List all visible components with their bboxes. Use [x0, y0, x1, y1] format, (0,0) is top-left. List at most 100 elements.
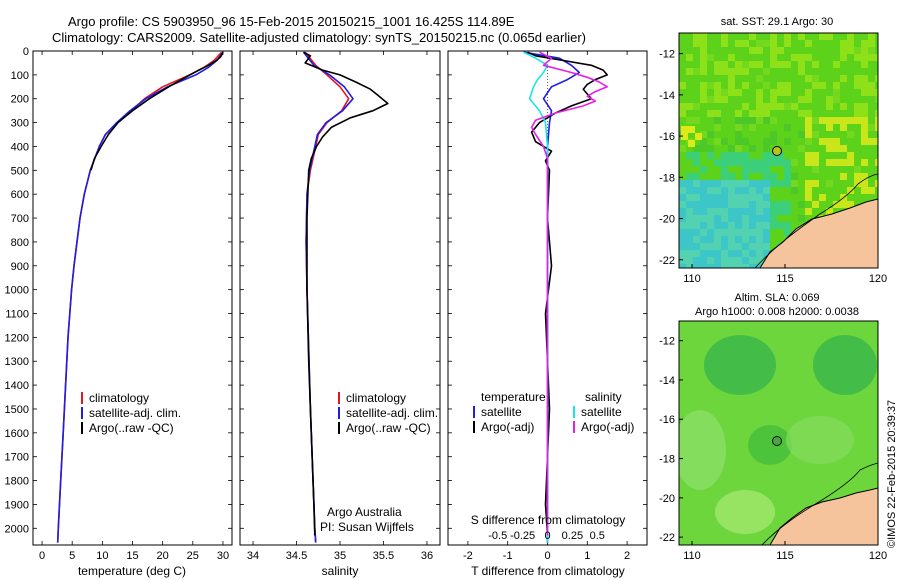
legend-label: climatology: [346, 391, 406, 405]
sst-cell: [686, 68, 693, 75]
difference-panel: -2 -1 0 1 2 S difference from climatology -0…: [447, 50, 648, 578]
sst-cell: [770, 117, 777, 124]
sst-cell: [749, 61, 756, 68]
credit-text: ©IMOS 22-Feb-2015 20:39:37: [886, 400, 898, 548]
map-y-tick-label: -22: [659, 532, 675, 544]
sst-cell: [679, 236, 686, 243]
sst-cell: [847, 201, 854, 208]
sst-cell: [686, 187, 693, 194]
sst-cell: [763, 208, 770, 215]
sst-cell: [728, 215, 735, 222]
sst-cell: [700, 96, 707, 103]
sst-cell: [868, 54, 875, 61]
sst-cell: [693, 173, 700, 180]
sst-map-frame: [678, 32, 879, 269]
series-line-argo-raw-qc-: [90, 51, 224, 171]
sst-cell: [721, 250, 728, 257]
sst-cell: [777, 159, 784, 166]
sst-cell: [707, 145, 714, 152]
sst-cell: [819, 82, 826, 89]
sst-cell: [791, 159, 798, 166]
depth-tick-label: 100: [11, 70, 29, 82]
sst-cell: [735, 187, 742, 194]
series-line-s-satellite: [523, 51, 549, 543]
sst-cell: [875, 124, 878, 131]
sst-cell: [791, 103, 798, 110]
sst-cell: [742, 194, 749, 201]
sst-cell: [756, 89, 763, 96]
sst-cell: [686, 257, 693, 264]
sst-cell: [707, 229, 714, 236]
sst-cell: [688, 140, 695, 147]
x-tick-label: 15: [126, 550, 138, 562]
sla-eddy-1: [704, 335, 776, 395]
sst-cell: [763, 229, 770, 236]
sst-cell: [784, 61, 791, 68]
figure-title-line2: Climatology: CARS2009. Satellite-adjuste…: [52, 30, 586, 45]
sst-cell: [847, 33, 854, 40]
sst-cell: [756, 257, 763, 264]
depth-tick-label: 1500: [5, 404, 29, 416]
sst-cell: [763, 138, 770, 145]
map-y-tick-label: -12: [659, 336, 675, 348]
sst-cell: [693, 145, 700, 152]
sst-cell: [679, 250, 686, 257]
sst-cell: [826, 180, 833, 187]
legend-label: climatology: [89, 391, 149, 405]
sst-cell: [777, 61, 784, 68]
sst-cell: [742, 250, 749, 257]
series-line-t-argo-adj-: [527, 51, 609, 536]
sst-cell: [763, 82, 770, 89]
depth-tick-label: 800: [11, 237, 29, 249]
sst-cell: [833, 138, 840, 145]
sst-cell: [812, 166, 819, 173]
sst-cell: [735, 229, 742, 236]
sst-cell: [728, 82, 735, 89]
x-tick-label: 34: [247, 550, 259, 562]
sst-cell: [854, 47, 861, 54]
depth-tick-label: 1900: [5, 499, 29, 511]
sst-cell: [749, 208, 756, 215]
sst-cell: [700, 166, 707, 173]
sst-cell: [763, 194, 770, 201]
sst-cell: [847, 47, 854, 54]
depth-tick-label: 900: [11, 261, 29, 273]
sst-cell: [861, 138, 868, 145]
sla-isobath: [761, 462, 878, 545]
sst-cell: [833, 82, 840, 89]
salinity-panel: 34 34.5 35 35.5 36 salinity climatologysatel…: [239, 50, 441, 578]
sst-cell: [742, 138, 749, 145]
sst-cell: [679, 194, 686, 201]
sst-cell: [861, 103, 868, 110]
sst-cell: [805, 208, 812, 215]
sst-cell: [714, 187, 721, 194]
sst-cell: [840, 54, 847, 61]
map-y-tick-label: -12: [659, 49, 675, 61]
sst-cell: [679, 264, 686, 268]
sst-cell: [735, 222, 742, 229]
sst-cell: [833, 89, 840, 96]
map-y-tick-label: -14: [659, 375, 675, 387]
sst-cell: [749, 180, 756, 187]
sst-cell: [679, 229, 686, 236]
sst-cell: [833, 117, 840, 124]
sst-cell: [805, 194, 812, 201]
sst-cell: [742, 159, 749, 166]
map-y-tick-label: -22: [659, 255, 675, 267]
sst-cell: [700, 47, 707, 54]
sst-cell: [735, 61, 742, 68]
sst-cell: [833, 96, 840, 103]
argo-australia-label: Argo Australia: [327, 505, 402, 519]
sst-cell: [721, 194, 728, 201]
sst-cell: [707, 222, 714, 229]
sst-cell: [707, 236, 714, 243]
sla-high-3: [715, 490, 775, 534]
sla-land: [769, 487, 878, 545]
sst-cell: [735, 110, 742, 117]
x-tick-label: -1: [503, 550, 513, 562]
sst-cell: [805, 138, 812, 145]
sst-cell: [714, 180, 721, 187]
sst-cell: [707, 82, 714, 89]
sst-cell: [868, 187, 875, 194]
sst-cell: [735, 124, 742, 131]
